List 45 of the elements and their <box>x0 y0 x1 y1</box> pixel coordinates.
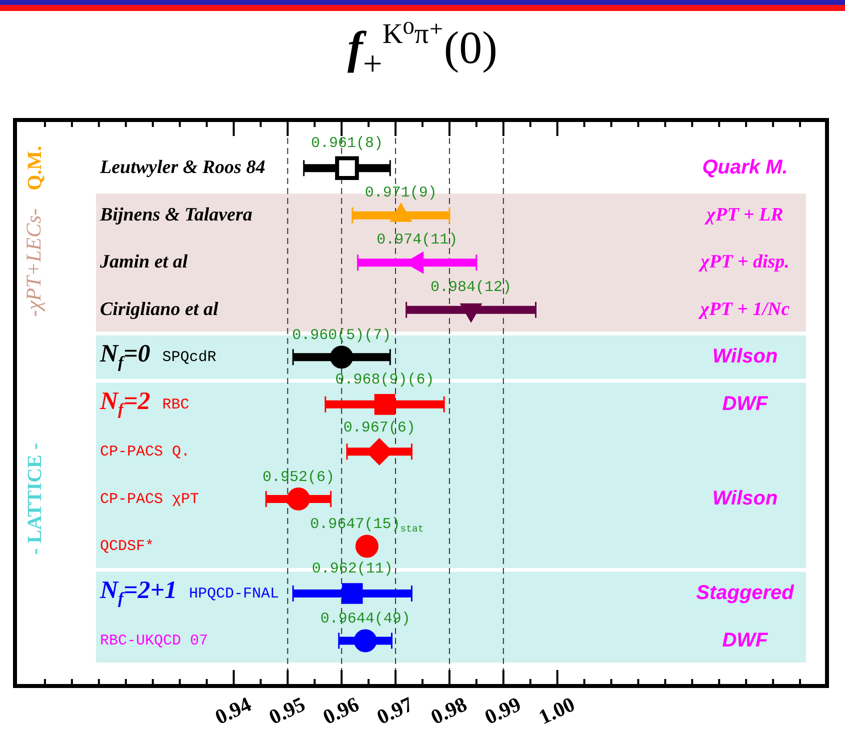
annotation: χPT + LR <box>704 204 784 226</box>
point <box>342 583 363 604</box>
data-label: 0.962(11) <box>312 560 393 578</box>
annotation: DWF <box>722 629 769 652</box>
y-tick-label: RBC-UKQCD 07 <box>100 632 208 650</box>
y-tick-label: Bijnens & Talavera <box>99 204 253 226</box>
y-tick-label: Cirigliano et al <box>100 298 219 320</box>
y-tick-label: CP-PACS Q. <box>100 444 190 461</box>
y-tick-label: SPQcdR <box>162 349 216 366</box>
data-label: 0.967(6) <box>343 420 416 437</box>
y-tick-label: QCDSF* <box>100 538 154 556</box>
x-tick-label: 0.94 <box>211 692 256 730</box>
annotation: χPT + disp. <box>698 252 790 273</box>
y-tick-label: Leutwyler & Roos 84 <box>99 157 266 178</box>
y-tick-label: CP-PACS χPT <box>100 490 200 508</box>
data-label: 0.974(11) <box>376 232 458 249</box>
chart-title: f$_{+}$$^{K⁰π⁺}$(0) <box>346 18 498 86</box>
x-tick-label: 0.98 <box>427 692 471 730</box>
x-tick-label: 1.00 <box>534 692 578 730</box>
annotation: Q.M. <box>24 146 46 190</box>
annotation: Wilson <box>712 346 778 368</box>
annotation: - LATTICE - <box>24 443 46 555</box>
data-label: 0.971(9) <box>364 184 437 202</box>
x-tick-label: 0.96 <box>319 692 363 730</box>
point <box>330 346 354 369</box>
annotation: Staggered <box>696 582 795 604</box>
x-tick-label: 0.95 <box>265 692 309 730</box>
data-label: 0.961(8) <box>310 135 384 152</box>
annotation: DWF <box>722 392 769 415</box>
y-tick-label: RBC <box>162 396 190 414</box>
annotation: Quark M. <box>702 156 788 179</box>
data-label: 0.952(6) <box>262 468 334 486</box>
annotation: Wilson <box>712 487 778 510</box>
x-tick-label: 0.99 <box>481 692 524 730</box>
point <box>286 487 310 510</box>
data-label: 0.960(5)(7) <box>292 327 392 344</box>
data-label: 0.9644(49) <box>320 610 410 628</box>
annotation: -χPT+LECs- <box>22 208 46 317</box>
x-tick-label: 0.97 <box>373 692 417 730</box>
y-tick-label: HPQCD-FNAL <box>188 585 279 602</box>
point <box>355 534 378 558</box>
data-label: 0.968(9)(6) <box>335 371 434 388</box>
annotation: χPT + 1/Nc <box>697 298 790 320</box>
y-tick-label: Jamin et al <box>99 252 188 273</box>
data-label: 0.984(12) <box>430 278 512 296</box>
